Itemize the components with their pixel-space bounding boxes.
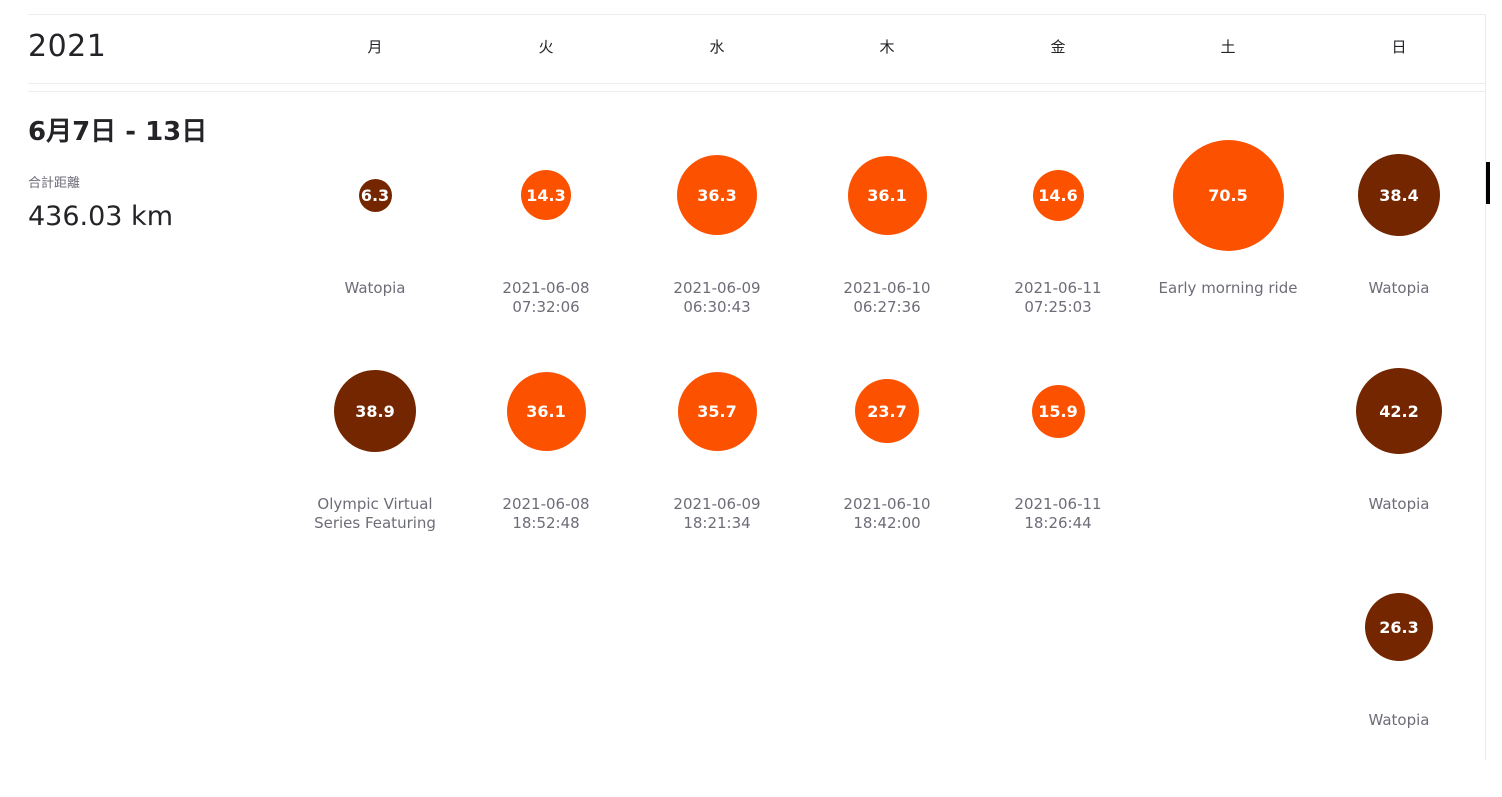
total-distance-label: 合計距離 xyxy=(28,176,81,191)
activity-caption-line: 18:21:34 xyxy=(683,514,751,532)
activity-caption[interactable]: 2021-06-08 07:32:06 xyxy=(466,279,626,317)
activity-bubble[interactable]: 36.1 xyxy=(847,155,927,235)
activity-bubble[interactable]: 6.3 xyxy=(358,178,392,212)
activity-caption[interactable]: Watopia xyxy=(1319,711,1479,730)
activity-caption[interactable]: Watopia xyxy=(1319,495,1479,514)
activity-caption-line: 18:26:44 xyxy=(1024,514,1092,532)
weekday-header-fri: 金 xyxy=(1050,38,1066,56)
activity-caption-line: Watopia xyxy=(1368,279,1430,297)
activity-caption-line: 2021-06-09 xyxy=(673,279,761,297)
activity-caption[interactable]: 2021-06-11 18:26:44 xyxy=(978,495,1138,533)
activity-caption-line: 07:25:03 xyxy=(1024,298,1092,316)
activity-caption[interactable]: 2021-06-10 06:27:36 xyxy=(807,279,967,317)
activity-bubble[interactable]: 36.1 xyxy=(506,371,586,451)
activity-caption-line: Watopia xyxy=(344,279,406,297)
activity-bubble[interactable]: 38.9 xyxy=(334,370,416,452)
activity-caption-line: 2021-06-11 xyxy=(1014,495,1102,513)
activity-bubble[interactable]: 14.6 xyxy=(1032,169,1084,221)
weekday-header-mon: 月 xyxy=(367,38,383,56)
activity-caption-line: 2021-06-11 xyxy=(1014,279,1102,297)
week-title: 6月7日 - 13日 xyxy=(28,117,208,147)
header-divider xyxy=(28,83,1485,84)
scrollbar-thumb[interactable] xyxy=(1486,162,1490,204)
activity-caption-line: 06:27:36 xyxy=(853,298,921,316)
weekday-header-wed: 水 xyxy=(709,38,725,56)
activity-bubble[interactable]: 38.4 xyxy=(1358,154,1440,236)
activity-caption-line: 2021-06-10 xyxy=(843,495,931,513)
weekday-header-sun: 日 xyxy=(1391,38,1407,56)
activity-caption[interactable]: 2021-06-08 18:52:48 xyxy=(466,495,626,533)
activity-caption-line: Watopia xyxy=(1368,711,1430,729)
activity-caption[interactable]: Olympic Virtual Series Featuring xyxy=(295,495,455,533)
activity-caption-line: 2021-06-09 xyxy=(673,495,761,513)
activity-caption[interactable]: 2021-06-09 06:30:43 xyxy=(637,279,797,317)
weekday-header-thu: 木 xyxy=(879,38,895,56)
activity-bubble[interactable]: 70.5 xyxy=(1172,139,1284,251)
scrollbar-track[interactable] xyxy=(1485,14,1486,760)
activity-caption-line: 07:32:06 xyxy=(512,298,580,316)
activity-caption-line: 18:42:00 xyxy=(853,514,921,532)
activity-caption-line: Watopia xyxy=(1368,495,1430,513)
year-title: 2021 xyxy=(28,29,107,64)
activity-caption[interactable]: 2021-06-09 18:21:34 xyxy=(637,495,797,533)
activity-bubble[interactable]: 23.7 xyxy=(855,379,919,443)
weekday-header-tue: 火 xyxy=(538,38,554,56)
activity-bubble[interactable]: 35.7 xyxy=(677,371,757,451)
activity-caption-line: Olympic Virtual xyxy=(317,495,433,513)
activity-caption[interactable]: Watopia xyxy=(295,279,455,298)
activity-caption[interactable]: 2021-06-10 18:42:00 xyxy=(807,495,967,533)
activity-bubble[interactable]: 36.3 xyxy=(677,155,757,235)
activity-caption-line: 18:52:48 xyxy=(512,514,580,532)
week-divider xyxy=(28,91,1485,92)
activity-bubble[interactable]: 14.3 xyxy=(521,170,571,220)
activity-caption-line: 06:30:43 xyxy=(683,298,751,316)
activity-caption-line: 2021-06-08 xyxy=(502,495,590,513)
activity-bubble[interactable]: 26.3 xyxy=(1365,593,1433,661)
activity-caption-line: Early morning ride xyxy=(1158,279,1298,297)
activity-bubble[interactable]: 15.9 xyxy=(1031,384,1085,438)
activity-bubble[interactable]: 42.2 xyxy=(1356,368,1442,454)
activity-caption[interactable]: 2021-06-11 07:25:03 xyxy=(978,279,1138,317)
activity-caption-line: 2021-06-10 xyxy=(843,279,931,297)
weekday-header-sat: 土 xyxy=(1220,38,1236,56)
activity-caption-line: 2021-06-08 xyxy=(502,279,590,297)
activity-caption[interactable]: Watopia xyxy=(1319,279,1479,298)
top-divider xyxy=(28,14,1485,15)
activity-caption[interactable]: Early morning ride xyxy=(1148,279,1308,298)
total-distance-value: 436.03 km xyxy=(28,201,173,232)
activity-caption-line: Series Featuring xyxy=(314,514,436,532)
